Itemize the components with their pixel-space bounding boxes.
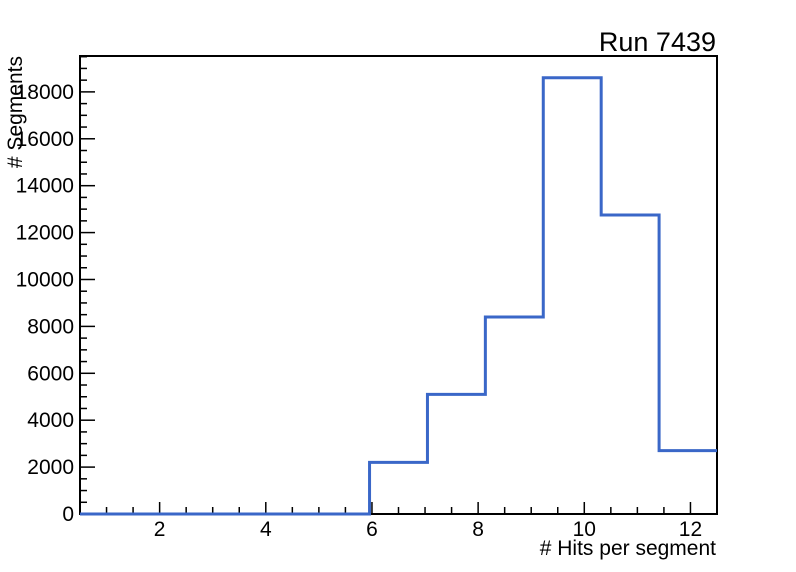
x-tick-label: 6 [366,518,378,541]
x-axis-title: # Hits per segment [539,537,716,560]
y-tick-label: 2000 [27,456,74,479]
y-tick-label: 8000 [27,315,74,338]
y-tick-label: 10000 [16,268,74,291]
y-tick-label: 0 [62,503,74,526]
y-tick-label: 16000 [16,128,74,151]
chart-title: Run 7439 [598,27,716,57]
y-tick-label: 14000 [16,175,74,198]
x-tick-label: 12 [679,518,702,541]
y-tick-label: 18000 [16,81,74,104]
y-axis-title: # Segments [4,56,27,169]
x-tick-label: 2 [154,518,166,541]
histogram-step-line [80,76,717,516]
plot-frame [79,55,718,515]
y-tick-label: 12000 [16,222,74,245]
x-tick-label: 10 [573,518,596,541]
x-tick-label: 8 [472,518,484,541]
x-tick-label: 4 [260,518,272,541]
y-tick-label: 6000 [27,362,74,385]
y-tick-label: 4000 [27,409,74,432]
